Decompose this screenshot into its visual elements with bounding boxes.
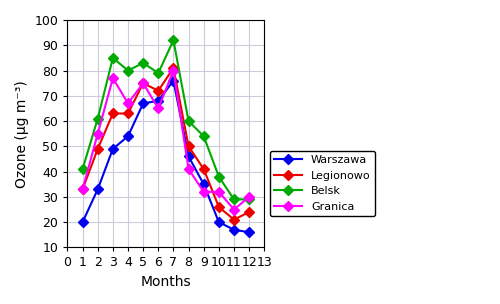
Warszawa (140, 102, 146, 105)
Legionowo (216, 205, 222, 209)
Warszawa (186, 155, 192, 158)
Y-axis label: Ozone (μg m⁻³): Ozone (μg m⁻³) (15, 80, 29, 188)
Granica (246, 195, 252, 199)
Legionowo (110, 112, 116, 115)
Granica (110, 76, 116, 80)
Belsk (94, 117, 100, 120)
Legionowo (156, 89, 162, 93)
Warszawa (200, 182, 206, 186)
Granica (80, 188, 86, 191)
Granica (216, 190, 222, 194)
Belsk (200, 134, 206, 138)
Line: Belsk: Belsk (79, 37, 252, 203)
Belsk (80, 167, 86, 171)
Legionowo (94, 147, 100, 151)
Warszawa (110, 147, 116, 151)
Granica (200, 190, 206, 194)
Belsk (125, 69, 131, 72)
Warszawa (80, 220, 86, 224)
Granica (125, 102, 131, 105)
Line: Warszawa: Warszawa (79, 77, 252, 236)
Line: Legionowo: Legionowo (79, 64, 252, 223)
Warszawa (170, 79, 176, 82)
Warszawa (246, 230, 252, 234)
Legionowo (186, 144, 192, 148)
Belsk (186, 119, 192, 123)
Warszawa (156, 99, 162, 103)
Warszawa (216, 220, 222, 224)
Warszawa (94, 188, 100, 191)
Belsk (140, 61, 146, 65)
Legionowo (200, 167, 206, 171)
Belsk (170, 38, 176, 42)
Legionowo (80, 188, 86, 191)
Granica (140, 81, 146, 85)
Belsk (216, 175, 222, 178)
Belsk (246, 198, 252, 201)
Granica (231, 208, 237, 211)
Legionowo (170, 66, 176, 70)
Belsk (231, 198, 237, 201)
Line: Granica: Granica (79, 67, 252, 213)
Legionowo (231, 218, 237, 221)
Belsk (110, 56, 116, 60)
Legionowo (140, 81, 146, 85)
Granica (94, 132, 100, 136)
Warszawa (125, 134, 131, 138)
Legend: Warszawa, Legionowo, Belsk, Granica: Warszawa, Legionowo, Belsk, Granica (270, 151, 375, 216)
Granica (186, 167, 192, 171)
X-axis label: Months: Months (140, 275, 191, 289)
Granica (170, 69, 176, 72)
Granica (156, 107, 162, 110)
Legionowo (125, 112, 131, 115)
Belsk (156, 71, 162, 75)
Legionowo (246, 210, 252, 214)
Warszawa (231, 228, 237, 232)
